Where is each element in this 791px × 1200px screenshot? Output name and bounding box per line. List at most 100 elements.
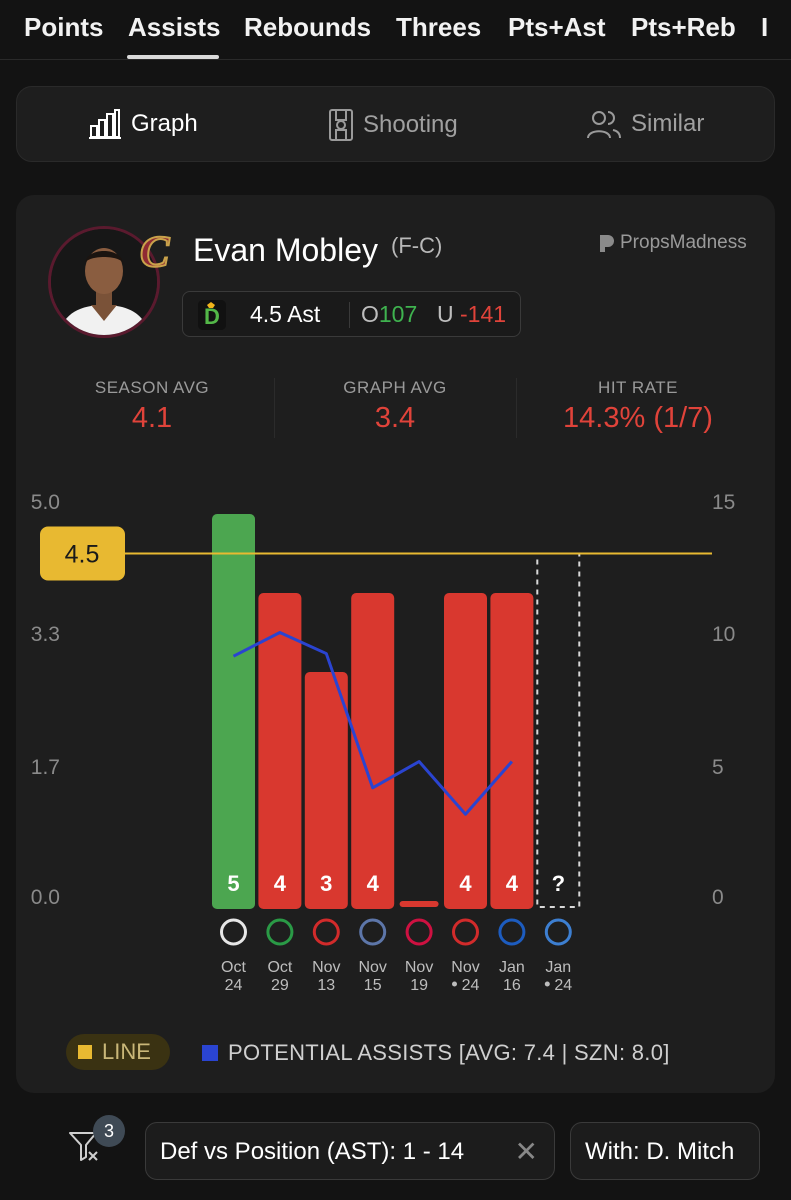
view-similar-button[interactable]: Similar (587, 109, 704, 139)
opponent-logo (312, 918, 340, 946)
odds-divider (349, 302, 350, 328)
game-date-month: Jan (499, 959, 525, 976)
graph-avg: GRAPH AVG 3.4 (295, 378, 495, 435)
game-date-day: 19 (410, 977, 428, 994)
game-date-day: 24 (462, 977, 480, 994)
view-shooting-label: Shooting (363, 111, 458, 138)
bar-miss (444, 593, 487, 909)
opponent-logo (405, 918, 433, 946)
view-similar-label: Similar (631, 110, 705, 137)
game-date-day: 15 (364, 977, 382, 994)
bar-value-label: 4 (274, 871, 287, 896)
tab-pts-reb[interactable]: Pts+Reb (631, 12, 736, 42)
bar-miss (258, 593, 302, 909)
filter-chip-with-player[interactable]: With: D. Mitch (570, 1122, 760, 1180)
tab-rebounds[interactable]: Rebounds (244, 12, 372, 42)
view-graph-label: Graph (131, 110, 198, 137)
bar-miss (351, 593, 395, 909)
graph-avg-label: GRAPH AVG (343, 378, 447, 397)
potential-swatch (202, 1045, 218, 1061)
game-date-day: 29 (271, 977, 289, 994)
game-date-month: Nov (451, 959, 479, 976)
sportsbook-logo: D (198, 300, 226, 330)
tab-pts-ast[interactable]: Pts+Ast (508, 12, 606, 42)
left-axis-tick: 0.0 (31, 886, 60, 909)
tab-assists[interactable]: Assists (128, 12, 221, 42)
bar-value-label: ? (552, 871, 565, 896)
bar-value-label: 5 (227, 871, 239, 896)
upcoming-bar (536, 552, 581, 908)
view-graph-button[interactable]: Graph (89, 109, 198, 139)
season-avg-value: 4.1 (131, 402, 173, 434)
graph-avg-value: 3.4 (374, 402, 416, 434)
filter-chip-label: Def vs Position (AST): 1 - 14 (160, 1138, 465, 1165)
stat-tabs: Points Assists Rebounds Threes Pts+Ast P… (0, 0, 791, 60)
game-date-month: Oct (267, 959, 292, 976)
bar-miss (490, 593, 534, 909)
opponent-logo (452, 918, 479, 946)
under-odds: U -141 (437, 301, 507, 327)
player-name: Evan Mobley (193, 232, 378, 268)
stat-divider (274, 378, 275, 438)
left-axis-tick: 3.3 (31, 623, 60, 646)
active-tab-indicator (127, 55, 219, 59)
bar-chart-icon (89, 109, 121, 139)
bar-zero (399, 901, 439, 907)
game-date-month: Nov (405, 959, 433, 976)
filter-count-badge: 3 (93, 1115, 125, 1147)
bar-value-label: 3 (320, 871, 332, 896)
right-axis-tick: 0 (712, 886, 724, 909)
hit-rate-value: 14.3% (1/7) (563, 402, 713, 434)
season-avg-label: SEASON AVG (94, 378, 210, 397)
player-position: (F-C) (391, 233, 443, 258)
game-date-day: 13 (317, 977, 335, 994)
opponent-logo (266, 918, 294, 946)
game-date-dot (452, 981, 457, 987)
player-card (16, 195, 775, 1093)
line-badge-value: 4.5 (65, 541, 100, 569)
view-shooting-button[interactable]: Shooting (329, 109, 458, 141)
opponent-logo (544, 918, 572, 946)
player-avatar (48, 226, 160, 338)
odds-pill[interactable]: D 4.5 Ast O107 U -141 (182, 291, 521, 337)
bar-value-label: 4 (367, 871, 380, 896)
legend-line-label: LINE (102, 1039, 151, 1064)
prop-line: 4.5 Ast (250, 301, 321, 327)
bar-value-label: 4 (506, 871, 519, 896)
opponent-logo (359, 918, 387, 946)
tab-more[interactable]: I (761, 12, 769, 42)
close-icon[interactable]: ✕ (514, 1136, 538, 1167)
svg-text:D: D (204, 304, 220, 329)
view-switcher: Graph Shooting Similar (16, 86, 775, 162)
hit-rate: HIT RATE 14.3% (1/7) (538, 378, 738, 435)
game-date-day: 24 (225, 977, 243, 994)
opponent-logo (220, 918, 247, 946)
propsmadness-icon (600, 235, 614, 252)
bar-miss (304, 672, 348, 909)
hit-rate-label: HIT RATE (598, 378, 678, 397)
game-date-month: Jan (545, 959, 571, 976)
tab-points[interactable]: Points (24, 12, 104, 42)
right-axis-tick: 5 (712, 756, 724, 779)
legend-potential-assists[interactable]: POTENTIAL ASSISTS [AVG: 7.4 | SZN: 8.0] (202, 1040, 670, 1066)
season-avg: SEASON AVG 4.1 (52, 378, 252, 435)
court-icon (329, 109, 353, 141)
bar-value-label: 4 (459, 871, 472, 896)
over-odds: O107 (361, 301, 418, 327)
game-date-month: Nov (312, 959, 340, 976)
left-axis-tick: 1.7 (31, 756, 60, 779)
legend-line[interactable]: LINE (66, 1034, 170, 1070)
right-axis-tick: 15 (712, 491, 735, 514)
left-axis-tick: 5.0 (31, 491, 60, 514)
brand-name: PropsMadness (620, 232, 747, 253)
right-axis-tick: 10 (712, 623, 735, 646)
filter-chip-label: With: D. Mitch (585, 1138, 735, 1165)
line-badge (40, 526, 125, 581)
filter-chip-def-vs-position[interactable]: Def vs Position (AST): 1 - 14 ✕ (145, 1122, 555, 1180)
tab-threes[interactable]: Threes (396, 12, 482, 42)
game-date-day: 24 (554, 977, 572, 994)
users-icon (587, 111, 621, 139)
game-date-month: Nov (358, 959, 386, 976)
opponent-logo (498, 918, 526, 946)
